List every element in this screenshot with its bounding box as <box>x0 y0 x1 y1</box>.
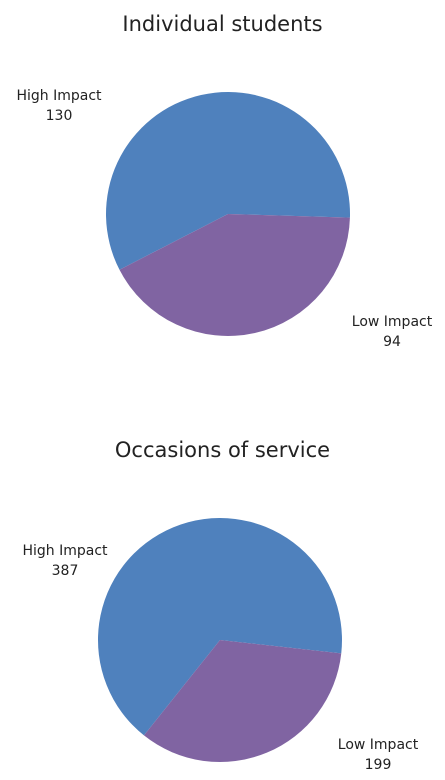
data-label-high-impact: High Impact 387 <box>10 541 120 581</box>
chart-individual-students: Individual students High Impact 130 Low … <box>13 12 444 352</box>
pie-chart <box>106 92 351 337</box>
chart-title: Individual students <box>122 12 323 36</box>
data-label-value: 199 <box>364 757 392 773</box>
data-label-high-impact: High Impact 130 <box>13 86 105 126</box>
data-label-category: Low Impact <box>337 737 419 753</box>
data-label-value: 387 <box>51 563 79 579</box>
data-label-low-impact: Low Impact 199 <box>330 735 426 775</box>
pie-slice-low-impact <box>143 640 342 763</box>
pie-slice-low-impact <box>119 214 350 337</box>
data-label-category: High Impact <box>22 543 108 559</box>
chart-title: Occasions of service <box>114 438 331 462</box>
data-label-category: High Impact <box>16 88 102 104</box>
data-label-value: 94 <box>383 334 401 350</box>
data-label-value: 130 <box>45 108 73 124</box>
pie-slice-high-impact <box>106 92 351 270</box>
chart-occasions-of-service: Occasions of service High Impact 387 Low… <box>0 390 445 780</box>
data-label-category: Low Impact <box>351 314 433 330</box>
pie-chart <box>97 518 342 763</box>
data-label-low-impact: Low Impact 94 <box>340 312 444 352</box>
pie-slice-high-impact <box>97 518 342 736</box>
